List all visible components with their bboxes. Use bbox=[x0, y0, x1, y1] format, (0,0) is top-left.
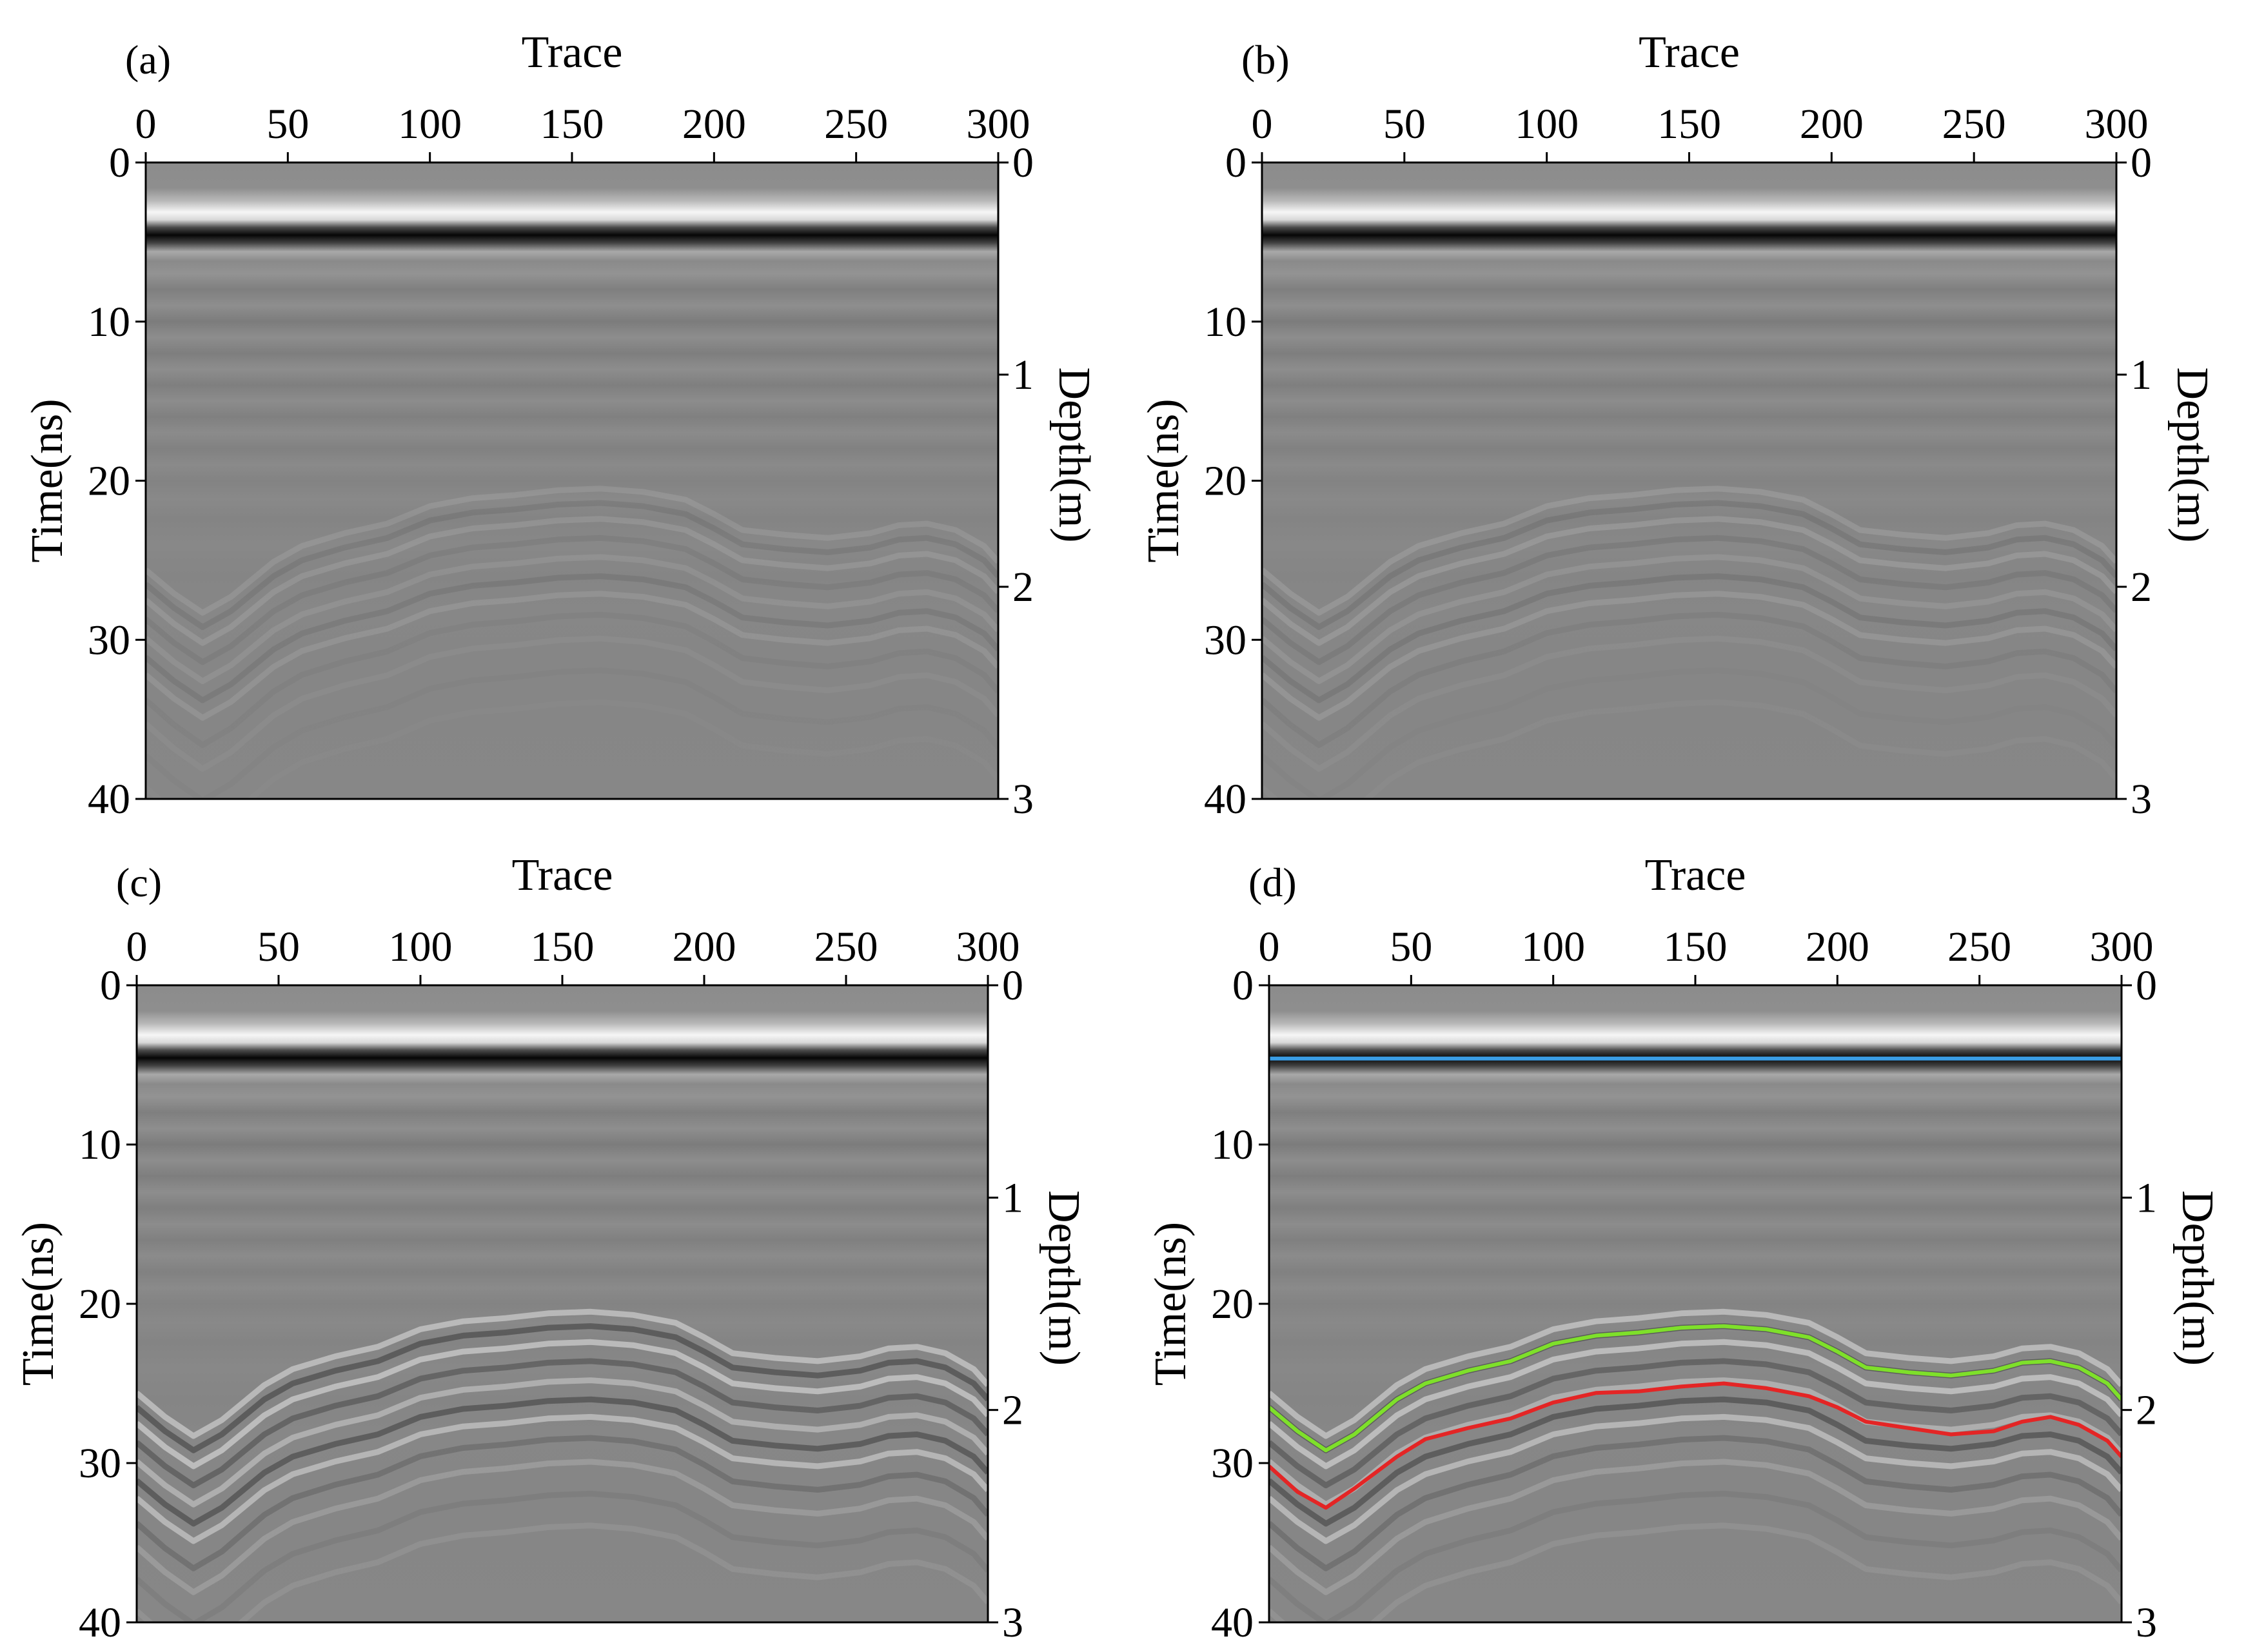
x-tick-label: 200 bbox=[682, 101, 746, 148]
y2-axis-title: Depth(m) bbox=[1049, 367, 1099, 542]
radargram-background bbox=[146, 162, 998, 799]
radargram-background bbox=[1269, 985, 2122, 1622]
y2-tick-label: 2 bbox=[2131, 564, 2152, 611]
x-tick-label: 300 bbox=[956, 923, 1020, 970]
x-tick-label: 300 bbox=[967, 101, 1030, 148]
y2-tick-label: 0 bbox=[1012, 139, 1034, 186]
y-tick-label: 10 bbox=[79, 1121, 121, 1168]
y-tick-label: 20 bbox=[88, 458, 130, 505]
y2-tick-label: 2 bbox=[1002, 1387, 1023, 1434]
y-tick-label: 10 bbox=[1204, 299, 1246, 346]
y2-tick-label: 3 bbox=[1002, 1599, 1023, 1646]
y-axis-title: Time(ns) bbox=[14, 1222, 63, 1386]
x-tick-label: 50 bbox=[257, 923, 300, 970]
reflection-bands bbox=[137, 1308, 988, 1622]
y2-tick-label: 1 bbox=[1002, 1174, 1023, 1221]
panel-4: 0 50 100 150 200 250 3000102030400123TraceTime… bbox=[1146, 851, 2222, 1646]
x-tick-label: 100 bbox=[398, 101, 462, 148]
radargram-background bbox=[137, 985, 988, 1622]
x-axis-title: Trace bbox=[1639, 28, 1740, 77]
x-tick-label: 50 bbox=[266, 101, 309, 148]
x-tick-label: 0 bbox=[1252, 101, 1273, 148]
y2-tick-label: 2 bbox=[1012, 564, 1034, 611]
y-tick-label: 20 bbox=[1211, 1281, 1254, 1328]
x-tick-label: 150 bbox=[1664, 923, 1728, 970]
x-tick-label: 300 bbox=[2090, 923, 2154, 970]
pick-line-2 bbox=[1269, 1324, 2122, 1453]
y-tick-label: 40 bbox=[88, 776, 130, 823]
y-axis-title: Time(ns) bbox=[23, 398, 72, 562]
y2-tick-label: 1 bbox=[2131, 351, 2152, 398]
reflection-bands bbox=[146, 486, 998, 799]
y2-tick-label: 3 bbox=[2136, 1599, 2157, 1646]
reflection-bands bbox=[1262, 486, 2116, 799]
y-axis-title: Time(ns) bbox=[1146, 1222, 1196, 1386]
y-tick-label: 0 bbox=[100, 962, 121, 1009]
x-tick-label: 100 bbox=[1521, 923, 1585, 970]
x-tick-label: 200 bbox=[673, 923, 736, 970]
y-axis-title: Time(ns) bbox=[1139, 398, 1188, 562]
x-tick-label: 250 bbox=[1942, 101, 2006, 148]
y-tick-label: 0 bbox=[1232, 962, 1254, 1009]
x-tick-label: 250 bbox=[814, 923, 878, 970]
y-tick-label: 30 bbox=[1211, 1440, 1254, 1487]
x-tick-label: 50 bbox=[1390, 923, 1432, 970]
y-tick-label: 40 bbox=[1204, 776, 1246, 823]
x-axis-title: Trace bbox=[512, 851, 613, 900]
x-tick-label: 200 bbox=[1800, 101, 1864, 148]
x-tick-label: 250 bbox=[824, 101, 888, 148]
x-tick-label: 250 bbox=[1947, 923, 2011, 970]
y2-tick-label: 0 bbox=[2136, 962, 2157, 1009]
x-tick-label: 100 bbox=[1515, 101, 1579, 148]
y-tick-label: 30 bbox=[79, 1440, 121, 1487]
y-tick-label: 30 bbox=[88, 616, 130, 664]
panel-label: (d) bbox=[1248, 860, 1297, 905]
y2-tick-label: 1 bbox=[2136, 1174, 2157, 1221]
y-tick-label: 0 bbox=[1225, 139, 1246, 186]
x-tick-label: 0 bbox=[126, 923, 148, 970]
x-tick-label: 0 bbox=[135, 101, 157, 148]
y-tick-label: 20 bbox=[1204, 458, 1246, 505]
x-axis-title: Trace bbox=[1645, 851, 1746, 900]
y2-tick-label: 2 bbox=[2136, 1387, 2157, 1434]
y2-tick-label: 0 bbox=[2131, 139, 2152, 186]
x-tick-label: 300 bbox=[2085, 101, 2149, 148]
x-axis-title: Trace bbox=[522, 28, 623, 77]
y2-tick-label: 1 bbox=[1012, 351, 1034, 398]
x-tick-label: 150 bbox=[540, 101, 604, 148]
y-tick-label: 40 bbox=[79, 1599, 121, 1646]
y-tick-label: 10 bbox=[88, 299, 130, 346]
y2-axis-title: Depth(m) bbox=[2167, 367, 2217, 542]
y-tick-label: 40 bbox=[1211, 1599, 1254, 1646]
y2-tick-label: 3 bbox=[1012, 776, 1034, 823]
x-tick-label: 150 bbox=[531, 923, 595, 970]
x-tick-label: 100 bbox=[389, 923, 453, 970]
panel-3: 0 50 100 150 200 250 3000102030400123TraceTime… bbox=[14, 851, 1089, 1646]
x-tick-label: 50 bbox=[1383, 101, 1426, 148]
panel-1: 0 50 100 150 200 250 3000102030400123TraceTime… bbox=[23, 28, 1099, 823]
y2-axis-title: Depth(m) bbox=[2172, 1190, 2222, 1366]
y-tick-label: 10 bbox=[1211, 1121, 1254, 1168]
x-tick-label: 200 bbox=[1806, 923, 1869, 970]
x-tick-label: 0 bbox=[1259, 923, 1280, 970]
y-tick-label: 20 bbox=[79, 1281, 121, 1328]
panel-label: (c) bbox=[116, 860, 162, 905]
y2-tick-label: 0 bbox=[1002, 962, 1023, 1009]
x-tick-label: 150 bbox=[1657, 101, 1721, 148]
reflection-bands bbox=[1269, 1308, 2122, 1622]
y2-tick-label: 3 bbox=[2131, 776, 2152, 823]
pick-line-3 bbox=[1269, 1381, 2122, 1510]
panel-label: (a) bbox=[125, 37, 171, 83]
panel-label: (b) bbox=[1241, 37, 1290, 83]
panel-2: 0 50 100 150 200 250 3000102030400123TraceTime… bbox=[1139, 28, 2217, 823]
y-tick-label: 0 bbox=[109, 139, 130, 186]
radargram-background bbox=[1262, 162, 2116, 799]
y-tick-label: 30 bbox=[1204, 616, 1246, 664]
y2-axis-title: Depth(m) bbox=[1039, 1190, 1089, 1366]
